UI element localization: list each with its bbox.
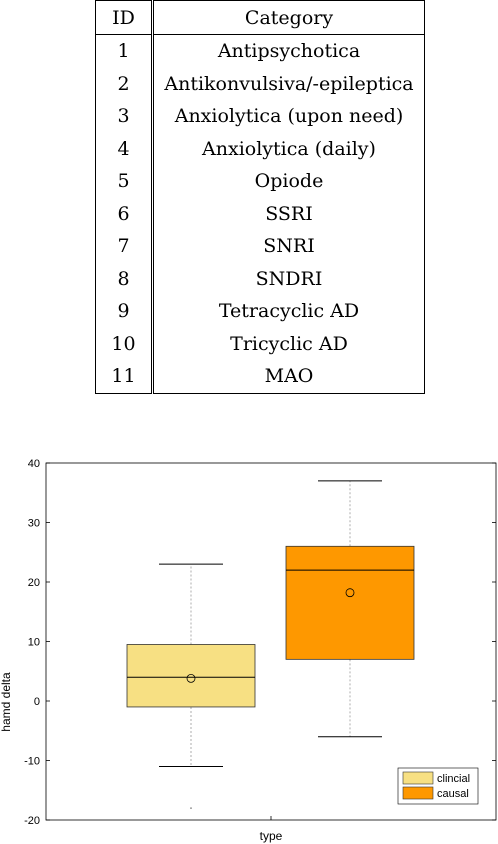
table-row: 2 Antikonvulsiva/-epileptica bbox=[95, 67, 425, 100]
y-tick-label: 10 bbox=[28, 637, 40, 649]
cell-id: 2 bbox=[95, 67, 154, 100]
cell-category: SNRI bbox=[263, 235, 315, 258]
y-tick-label: -10 bbox=[24, 756, 40, 768]
table-row: 1 Antipsychotica bbox=[95, 34, 425, 68]
cell-category: Antipsychotica bbox=[217, 40, 361, 63]
cell-id: 10 bbox=[95, 327, 154, 360]
cell-category: Anxiolytica (daily) bbox=[202, 137, 376, 160]
cell-category: SNDRI bbox=[255, 267, 323, 290]
table-row: 8 SNDRI bbox=[95, 262, 425, 295]
cell-id: 7 bbox=[95, 230, 154, 263]
cell-category: Opiode bbox=[254, 170, 324, 193]
table-header-row: ID Category bbox=[95, 0, 425, 35]
legend-swatch-causal bbox=[402, 786, 434, 800]
axes: -20 -10 0 10 20 30 40 bbox=[24, 458, 497, 827]
cell-id: 6 bbox=[95, 197, 154, 230]
cell-id: 4 bbox=[95, 132, 154, 165]
table-row: 4 Anxiolytica (daily) bbox=[95, 132, 425, 165]
header-id: ID bbox=[95, 0, 154, 35]
category-table: ID Category 1 Antipsychotica 2 Antikonvulsi… bbox=[95, 0, 425, 394]
legend-label-clincial: clincial bbox=[437, 773, 470, 785]
cell-category: Anxiolytica (upon need) bbox=[174, 105, 404, 128]
cell-category: Tricyclic AD bbox=[230, 332, 348, 355]
table-row: 7 SNRI bbox=[95, 230, 425, 263]
box-iqr bbox=[126, 644, 256, 708]
legend-swatch-clincial bbox=[402, 771, 434, 785]
cell-id: 9 bbox=[95, 295, 154, 328]
cell-category: SSRI bbox=[265, 202, 313, 225]
y-tick-label: 20 bbox=[28, 577, 40, 589]
cell-category: Tetracyclic AD bbox=[218, 300, 360, 323]
table-row: 3 Anxiolytica (upon need) bbox=[95, 100, 425, 133]
cell-id: 11 bbox=[95, 360, 154, 393]
cell-category: Antikonvulsiva/-epileptica bbox=[164, 72, 414, 95]
header-category: Category bbox=[152, 0, 425, 35]
y-tick-label: 30 bbox=[28, 518, 40, 530]
cell-id: 1 bbox=[95, 34, 154, 68]
mean-marker bbox=[345, 588, 355, 598]
cell-id: 3 bbox=[95, 100, 154, 133]
box-clincial bbox=[126, 563, 256, 809]
plot-frame bbox=[45, 462, 497, 821]
mean-marker bbox=[186, 673, 196, 683]
table-row: 6 SSRI bbox=[95, 197, 425, 230]
cell-id: 8 bbox=[95, 262, 154, 295]
boxplot-chart: -20 -10 0 10 20 30 40 clincial causal hamd delt… bbox=[0, 458, 497, 843]
legend-label-causal: causal bbox=[437, 788, 469, 800]
y-axis-label: hamd delta bbox=[0, 672, 13, 732]
table-row: 5 Opiode bbox=[95, 165, 425, 198]
boxes bbox=[126, 480, 415, 809]
box-causal bbox=[285, 480, 415, 738]
table-body: 1 Antipsychotica 2 Antikonvulsiva/-epilepti… bbox=[95, 34, 425, 393]
table-row: 10 Tricyclic AD bbox=[95, 327, 425, 360]
table-row: 11 MAO bbox=[95, 360, 425, 393]
x-axis-label: type bbox=[260, 829, 283, 843]
y-tick-label: 40 bbox=[28, 458, 40, 470]
box-iqr bbox=[285, 545, 415, 660]
y-tick-label: 0 bbox=[34, 696, 40, 708]
y-tick-label: -20 bbox=[24, 815, 40, 827]
legend: clincial causal bbox=[397, 767, 479, 805]
outlier-point bbox=[190, 807, 192, 809]
cell-id: 5 bbox=[95, 165, 154, 198]
table-row: 9 Tetracyclic AD bbox=[95, 295, 425, 328]
cell-category: MAO bbox=[264, 365, 314, 388]
